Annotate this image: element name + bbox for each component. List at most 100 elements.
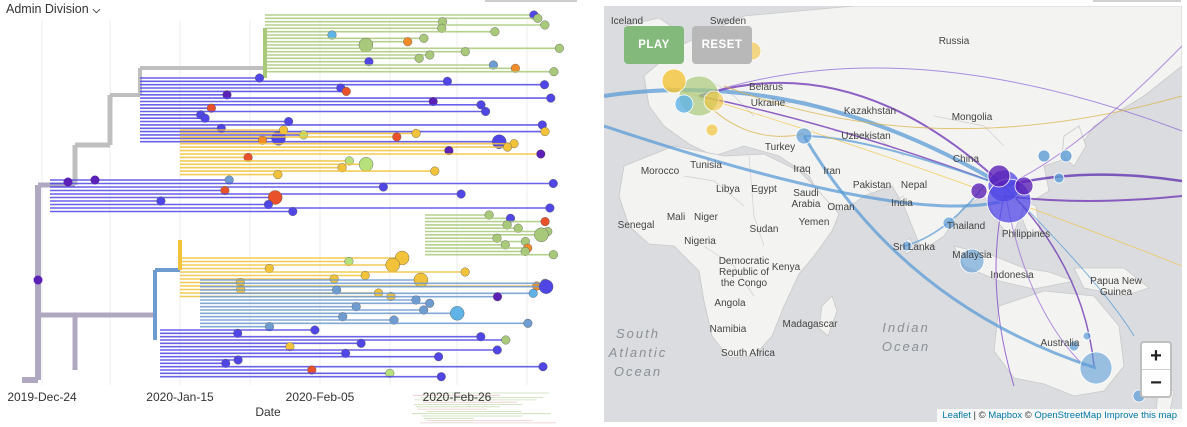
map-label-india: India xyxy=(891,198,913,209)
phylogenetic-tree-panel: Admin Division ⌵ 2019-Dec-24 2020-Jan-15 … xyxy=(0,0,590,427)
tip-node xyxy=(500,240,510,250)
tip-node xyxy=(538,279,554,294)
tip-node xyxy=(327,30,337,40)
tip-node xyxy=(258,135,268,145)
mapbox-link[interactable]: Mapbox xyxy=(988,410,1023,421)
tip-node xyxy=(288,206,298,216)
location-circle xyxy=(1053,172,1065,184)
tip-node xyxy=(493,292,503,302)
map-label-tunisia: Tunisia xyxy=(690,160,722,171)
zoom-out-button[interactable]: − xyxy=(1150,371,1162,394)
tip-node xyxy=(307,365,317,375)
tip-node xyxy=(545,203,555,213)
map-label-niger: Niger xyxy=(694,212,718,223)
tip-node xyxy=(492,233,502,243)
tip-node xyxy=(510,63,520,73)
transmission-line xyxy=(604,88,1006,188)
tip-node xyxy=(389,315,399,325)
map-label-turkey: Turkey xyxy=(764,142,796,153)
play-button[interactable]: PLAY xyxy=(624,26,684,64)
tip-node xyxy=(419,33,429,43)
tip-node xyxy=(554,43,564,53)
tip-node xyxy=(490,27,500,37)
location-circle xyxy=(703,90,725,112)
panel-edge xyxy=(1093,0,1181,2)
tip-node xyxy=(206,103,216,113)
tip-node xyxy=(254,73,264,83)
transmission-line xyxy=(698,81,1005,187)
tip-node xyxy=(310,325,320,335)
date-tick-label: 2020-Feb-05 xyxy=(285,390,355,404)
tip-node xyxy=(442,76,452,86)
location-circle xyxy=(1068,340,1080,352)
map-label-ukraine: Ukraine xyxy=(750,98,786,109)
location-circle xyxy=(1082,331,1092,341)
improve-map-link[interactable]: Improve this map xyxy=(1104,410,1177,421)
tip-node xyxy=(425,50,435,60)
map-label-saudi-arabia: Saudi Arabia xyxy=(791,188,821,210)
leaflet-link[interactable]: Leaflet xyxy=(942,410,971,421)
map-label-thailand: Thailand xyxy=(946,221,986,232)
map-label-philippines: Philippines xyxy=(1001,229,1051,240)
map-label-australia: Australia xyxy=(1040,338,1080,349)
tip-node xyxy=(523,318,533,328)
tip-node xyxy=(279,125,289,135)
map-label-uzbekistan: Uzbekistan xyxy=(841,131,891,142)
tip-node xyxy=(33,275,43,285)
tip-node xyxy=(411,128,421,138)
map-label-angola: Angola xyxy=(714,298,746,309)
tip-node xyxy=(413,272,429,288)
tree-canvas[interactable] xyxy=(0,0,590,427)
attribution-separator: © xyxy=(1022,410,1035,421)
tip-node xyxy=(428,96,438,106)
map-label-russia: Russia xyxy=(938,36,970,47)
tip-node xyxy=(540,127,550,137)
tip-node xyxy=(341,86,351,96)
tip-node xyxy=(264,264,274,274)
tip-node xyxy=(268,190,283,205)
tip-node xyxy=(358,37,374,53)
tip-node xyxy=(233,355,243,365)
map-label-egypt: Egypt xyxy=(751,184,777,195)
tip-node xyxy=(481,106,491,116)
map-label-sudan: Sudan xyxy=(749,224,779,235)
map-attribution: Leaflet | © Mapbox © OpenStreetMap Impro… xyxy=(937,409,1182,422)
osm-link[interactable]: OpenStreetMap xyxy=(1034,410,1102,421)
tip-node xyxy=(533,13,543,23)
landmass-madagascar xyxy=(818,295,838,337)
zoom-in-button[interactable]: + xyxy=(1142,343,1170,370)
tip-node xyxy=(528,288,538,298)
tip-node xyxy=(90,175,100,185)
tip-node xyxy=(341,348,351,358)
transmission-line xyxy=(802,135,1097,370)
map-label-yemen: Yemen xyxy=(798,217,830,228)
tip-node xyxy=(450,306,465,321)
map-label-sri-lanka: Sri Lanka xyxy=(892,242,936,253)
ocean-label-south-atlantic: South Atlantic Ocean xyxy=(608,326,668,379)
tip-node xyxy=(538,362,548,372)
map-label-malaysia: Malaysia xyxy=(952,250,992,261)
tip-node xyxy=(358,157,374,172)
map-label-iraq: Iraq xyxy=(793,164,811,175)
tip-node xyxy=(540,80,550,90)
tip-node xyxy=(534,227,549,243)
tip-node xyxy=(502,220,512,230)
reset-button[interactable]: RESET xyxy=(692,26,752,64)
location-circle xyxy=(901,240,913,252)
tip-node xyxy=(434,352,444,362)
location-circle xyxy=(987,164,1011,188)
tip-node xyxy=(360,271,370,281)
map-canvas[interactable] xyxy=(604,6,1182,422)
location-circle xyxy=(1037,149,1051,163)
tip-node xyxy=(476,332,486,342)
tip-node xyxy=(488,60,498,70)
location-circle xyxy=(942,216,956,230)
tip-node xyxy=(436,372,446,382)
date-tick-label: 2020-Feb-26 xyxy=(422,390,492,404)
tip-node xyxy=(548,250,558,260)
color-by-dropdown[interactable]: Admin Division ⌵ xyxy=(6,2,100,16)
map-label-png: Papua New Guinea xyxy=(1090,276,1142,298)
location-circle xyxy=(674,94,694,114)
transmission-map-panel[interactable]: Iceland Sweden Russia Belarus Ukraine Ka… xyxy=(604,6,1182,422)
tip-node xyxy=(476,100,486,110)
